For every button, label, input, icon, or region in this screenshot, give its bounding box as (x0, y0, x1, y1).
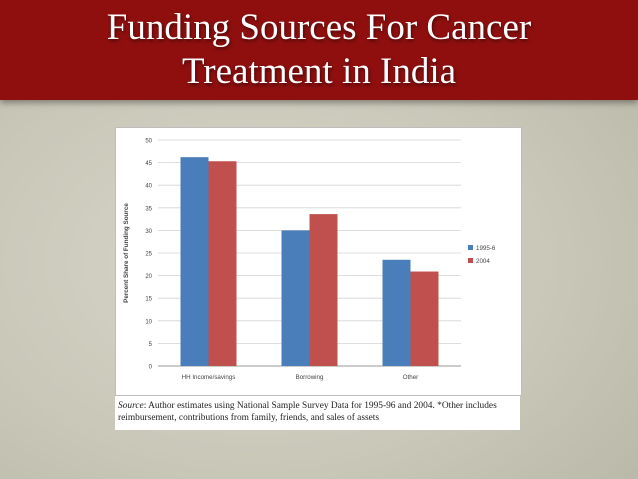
title-bar: Funding Sources For Cancer Treatment in … (0, 0, 638, 100)
slide-title: Funding Sources For Cancer Treatment in … (0, 6, 638, 94)
y-tick-label: 15 (145, 297, 152, 303)
chart-panel: 0 5 10 15 20 25 30 35 40 45 50 Percent Share of Fun… (115, 127, 522, 396)
y-tick-label: 10 (145, 319, 152, 325)
y-tick-label: 45 (145, 161, 152, 167)
y-tick-label: 35 (145, 206, 152, 212)
slide-title-line-1: Funding Sources For Cancer (106, 7, 532, 48)
source-note: Source: Author estimates using National … (115, 396, 520, 430)
x-tick-label: Borrowing (296, 374, 324, 381)
y-tick-label: 0 (149, 365, 153, 371)
x-tick-label: Other (403, 374, 418, 381)
y-tick-label: 25 (145, 252, 152, 258)
source-note-label: Source (118, 401, 144, 411)
legend-swatch (468, 245, 473, 250)
y-tick-label: 50 (145, 139, 152, 145)
y-axis-label: Percent Share of Funding Source (123, 203, 130, 303)
bar-2004-1 (309, 214, 338, 366)
bar-1995-6-0 (180, 157, 209, 366)
y-tick-label: 20 (145, 274, 152, 280)
bar-1995-6-2 (382, 259, 411, 366)
source-note-text: : Author estimates using National Sample… (118, 401, 497, 423)
legend-label: 2004 (476, 258, 490, 265)
bar-2004-2 (410, 271, 439, 366)
slide-title-line-2: Treatment in India (181, 51, 457, 92)
y-tick-label: 5 (149, 342, 153, 348)
y-tick-label: 30 (145, 229, 152, 235)
legend-swatch (468, 258, 473, 263)
bar-2004-0 (208, 161, 237, 366)
x-tick-label: HH Income/savings (182, 374, 236, 381)
legend-label: 1995-6 (476, 245, 496, 252)
bar-chart: 0 5 10 15 20 25 30 35 40 45 50 Percent Share of Fun… (123, 139, 496, 382)
bar-1995-6-1 (281, 230, 310, 366)
y-tick-label: 40 (145, 184, 152, 190)
